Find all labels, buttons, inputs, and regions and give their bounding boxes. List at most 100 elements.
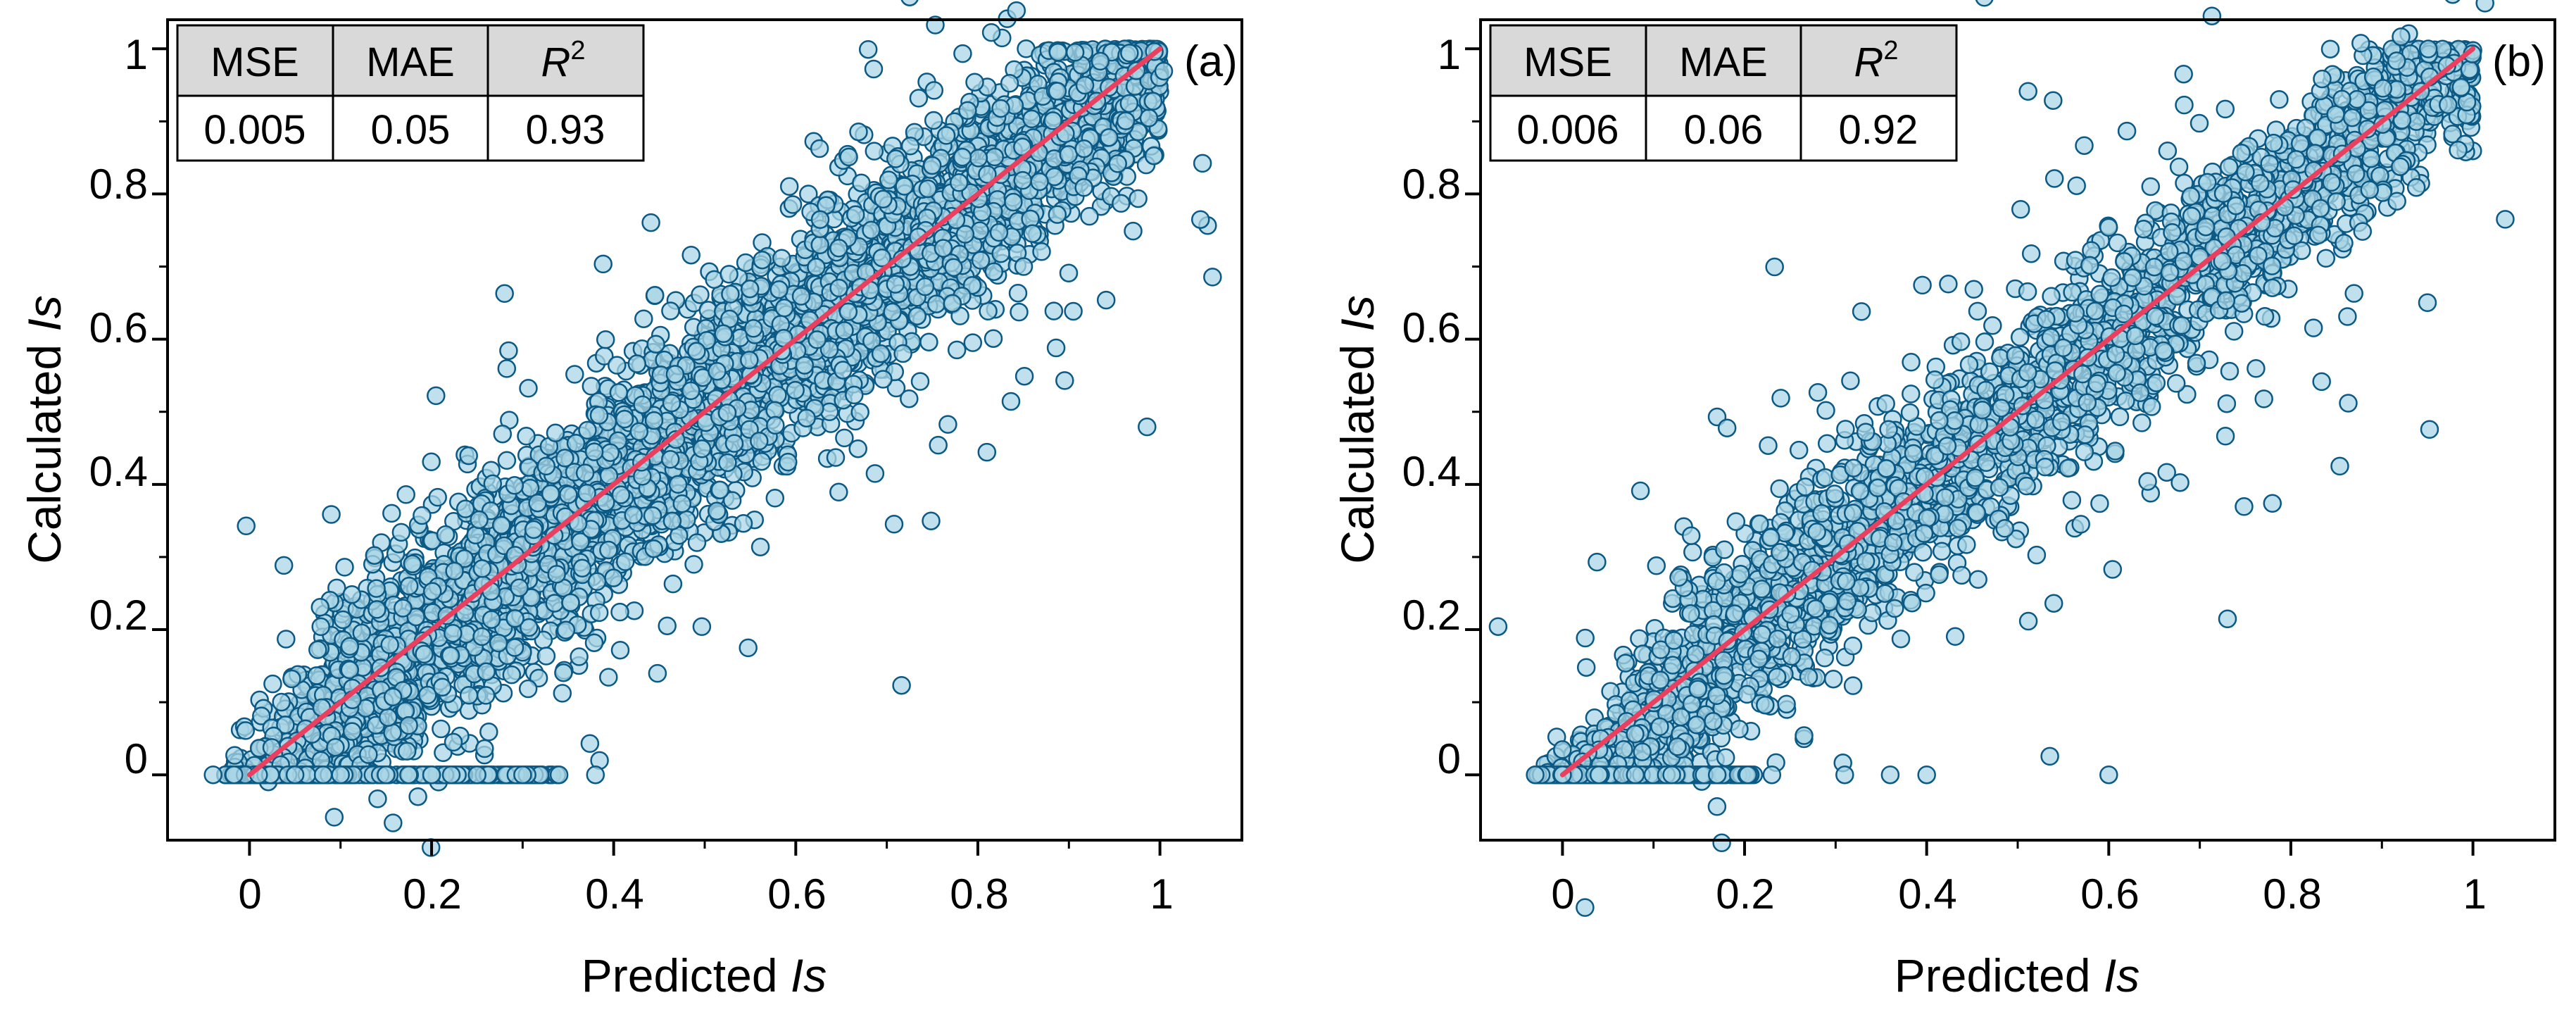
scatter-point [919,332,938,351]
scatter-point [1108,154,1127,173]
scatter-point [322,505,341,524]
scatter-point [1055,371,1074,390]
scatter-point [325,808,344,827]
scatter-point [879,170,898,189]
scatter-point [724,434,744,453]
scatter-point [922,511,941,530]
scatter-point [505,609,524,628]
scatter-point [765,489,785,508]
scatter-point [263,674,282,694]
scatter-point [909,89,929,108]
scatter-point [926,294,946,313]
scatter-point [692,439,712,458]
scatter-point [1144,146,1164,165]
scatter-point [779,452,798,472]
scatter-point [1048,42,1068,62]
scatter-point [893,344,912,363]
scatter-point [1074,139,1093,158]
scatter-point [915,277,935,296]
scatter-point [572,558,592,578]
ytick-label-a-5: 1 [125,31,148,78]
scatter-point [971,251,991,270]
scatter-point [391,523,411,542]
scatter-point [384,813,403,832]
scatter-point [582,377,601,396]
scatter-point [886,149,905,168]
scatter-point [549,765,569,785]
scatter-point [846,205,865,224]
scatter-point [910,372,930,391]
scatter-point [918,179,938,199]
scatter-point [589,603,609,623]
scatter-point [502,665,522,685]
scatter-point [979,301,998,321]
scatter-point [862,220,881,239]
scatter-point [646,286,665,305]
scatter-point [422,765,441,785]
scatter-point [394,599,413,618]
scatter-point [953,147,972,167]
scatter-point [644,539,663,558]
scatter-point [895,177,914,196]
scatter-point [740,279,760,299]
y-axis-title-a: Calculated Is [18,295,70,564]
scatter-point [584,442,604,461]
scatter-point [513,765,532,785]
scatter-point [505,476,524,495]
scatter-point [924,111,943,130]
xtick-label-a-3: 0.6 [767,870,826,918]
scatter-point [769,280,788,299]
scatter-point [684,555,703,574]
scatter-point [1193,154,1212,173]
scatter-point [489,633,508,653]
scatter-point [662,511,682,531]
scatter-point [359,745,378,764]
scatter-point [672,494,692,513]
scatter-point [692,617,712,637]
stats-header-mae-a: MAE [366,39,455,85]
scatter-point [717,403,737,423]
scatter-point [1030,172,1049,192]
scatter-point [884,515,904,534]
scatter-point [791,287,811,306]
scatter-point [958,101,977,120]
scatter-point [274,556,294,575]
scatter-point [555,449,574,468]
scatter-point [510,578,529,597]
scatter-point [687,533,707,552]
scatter-point [565,365,584,384]
scatter-point [865,464,885,483]
scatter-point [839,147,858,167]
scatter-point [808,330,827,349]
scatter-point [415,644,434,664]
scatter-point [663,574,683,594]
scatter-point [1044,301,1064,320]
scatter-point [311,617,330,637]
scatter-point [1096,290,1116,310]
scatter-point [900,0,919,6]
scatter-point [991,99,1010,118]
scatter-point [1048,82,1067,101]
scatter-point [237,516,256,536]
scatter-point [604,568,623,587]
scatter-point [1119,94,1139,113]
scatter-point [559,485,578,504]
panel-a: 0 0.2 0.4 0.6 0.8 1 0 0.2 0.4 0.6 0.8 1 … [18,0,1243,1001]
scatter-point [367,579,386,598]
scatter-point [472,559,492,578]
scatter-point [714,324,733,344]
scatter-point [797,408,816,427]
scatter-point [643,506,662,525]
scatter-point [949,173,969,192]
scatter-point [874,189,893,209]
scatter-point [1023,224,1042,243]
scatter-point [772,249,791,268]
scatter-point [444,623,463,643]
scatter-point [969,149,988,168]
scatter-point [545,594,565,613]
scatter-point [848,439,867,458]
scatter-point [413,506,432,525]
scatter-point [477,662,496,682]
scatter-point [432,719,451,739]
scatter-point [1048,205,1067,224]
